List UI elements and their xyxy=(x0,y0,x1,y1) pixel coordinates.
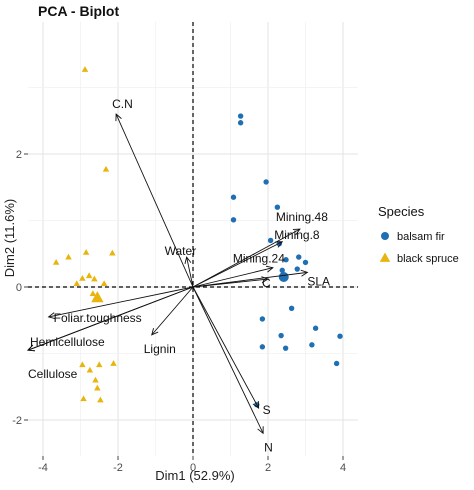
variable-arrow-head xyxy=(151,328,159,336)
plot-panel: -4 -2 0 2 4 -2 0 2 C.N Water Foliar.toughness Hemic… xyxy=(12,22,358,474)
chart-title: PCA - Biplot xyxy=(38,3,119,19)
legend-title: Species xyxy=(378,204,425,219)
variable-arrow-line xyxy=(48,286,194,318)
variable-arrow-line xyxy=(151,286,194,336)
data-point-balsam-fir xyxy=(230,217,237,223)
data-point-black-spruce xyxy=(73,280,80,287)
variable-arrow-head xyxy=(184,256,192,264)
variable-label: Mining.8 xyxy=(274,228,320,242)
variable-arrow-line xyxy=(192,241,283,288)
data-point-black-spruce xyxy=(86,366,94,373)
legend-key-balsam-fir xyxy=(381,232,389,240)
variable-arrow-line xyxy=(192,228,301,288)
data-point-black-spruce xyxy=(91,275,98,282)
variable-label: Mining.48 xyxy=(276,210,328,224)
data-point-black-spruce xyxy=(102,165,110,172)
variable-arrow-head xyxy=(252,401,260,409)
y-tick-label: -2 xyxy=(12,415,22,427)
variable-arrow-line xyxy=(192,271,308,288)
data-point-black-spruce xyxy=(100,280,108,287)
variable-arrow-head xyxy=(115,113,122,122)
data-point-balsam-fir xyxy=(267,237,274,244)
variable-label: C.N xyxy=(112,97,133,111)
variable-arrow-head xyxy=(292,228,301,236)
variable-arrow-line xyxy=(27,286,194,351)
data-point-balsam-fir xyxy=(288,305,295,311)
variable-arrow-head xyxy=(300,269,309,277)
data-point-balsam-fir xyxy=(278,332,284,339)
data-point-balsam-fir xyxy=(296,254,302,260)
variable-arrow-line xyxy=(192,286,260,409)
centroid-balsam-fir xyxy=(278,272,289,283)
y-axis-label: Dim2 (11.6%) xyxy=(2,199,17,278)
data-point-balsam-fir xyxy=(259,344,266,350)
data-point-black-spruce xyxy=(82,249,90,255)
variable-arrow-line xyxy=(115,113,194,288)
data-point-balsam-fir xyxy=(263,179,269,185)
x-tick-label: -2 xyxy=(113,462,123,474)
x-tick-label: 2 xyxy=(265,462,271,474)
data-point-balsam-fir xyxy=(237,120,244,126)
data-point-balsam-fir xyxy=(283,257,289,263)
data-point-black-spruce xyxy=(65,253,72,260)
variable-label: N xyxy=(264,440,273,454)
variable-arrow-head xyxy=(27,344,36,352)
legend-entry-label: balsam fir xyxy=(397,231,445,243)
centroid-black-spruce xyxy=(91,291,104,303)
variable-arrow-line xyxy=(186,256,194,288)
x-axis-label: Dim1 (52.9%) xyxy=(155,468,234,483)
data-point-balsam-fir xyxy=(337,333,343,339)
data-point-balsam-fir xyxy=(259,316,266,322)
data-point-black-spruce xyxy=(79,361,86,368)
legend-key-black-spruce xyxy=(379,252,391,262)
data-point-balsam-fir xyxy=(237,113,244,119)
variable-label: Hemicellulose xyxy=(30,335,105,349)
variable-label: Cellulose xyxy=(28,367,78,381)
legend: Species balsam fir black spruce xyxy=(378,204,459,265)
x-tick-label: -4 xyxy=(38,462,48,474)
data-point-black-spruce xyxy=(96,361,103,368)
x-tick-label: 4 xyxy=(340,462,346,474)
y-tick-label: 0 xyxy=(16,282,22,294)
data-point-balsam-fir xyxy=(282,345,289,351)
data-point-balsam-fir xyxy=(294,266,300,272)
data-point-black-spruce xyxy=(85,272,93,279)
data-point-black-spruce xyxy=(79,274,86,281)
variable-label: Foliar.toughness xyxy=(54,311,142,325)
variable-label: SLA xyxy=(307,274,330,288)
data-point-black-spruce xyxy=(92,376,99,383)
data-point-black-spruce xyxy=(109,249,116,256)
data-point-balsam-fir xyxy=(302,259,309,266)
variable-arrow-head xyxy=(265,265,274,273)
data-point-balsam-fir xyxy=(279,267,285,274)
data-point-black-spruce xyxy=(89,290,97,297)
data-point-balsam-fir xyxy=(230,194,237,200)
y-tick-label: 2 xyxy=(16,149,22,161)
variable-arrow-head xyxy=(261,276,270,284)
x-tick-label: 0 xyxy=(190,462,196,474)
variable-label: Water xyxy=(165,244,197,258)
data-point-black-spruce xyxy=(97,396,104,403)
variable-arrow-head xyxy=(47,312,56,320)
variable-arrow-line xyxy=(192,267,273,288)
variable-label: Mining.24 xyxy=(233,252,285,266)
variable-label: S xyxy=(263,403,271,417)
data-point-black-spruce xyxy=(52,258,60,265)
variable-arrow-head xyxy=(257,426,264,435)
data-point-balsam-fir xyxy=(309,342,315,348)
data-point-balsam-fir xyxy=(312,325,319,331)
data-point-black-spruce xyxy=(110,360,117,366)
data-point-balsam-fir xyxy=(274,204,281,210)
legend-entry-label: black spruce xyxy=(397,253,459,265)
variable-arrow-line xyxy=(192,286,264,434)
variable-label: C xyxy=(262,276,271,290)
data-point-black-spruce xyxy=(80,395,87,402)
data-point-balsam-fir xyxy=(333,360,340,367)
data-point-black-spruce xyxy=(94,384,101,391)
variable-arrow-head xyxy=(275,241,284,248)
variable-label: Lignin xyxy=(144,342,176,356)
data-point-black-spruce xyxy=(81,66,89,72)
